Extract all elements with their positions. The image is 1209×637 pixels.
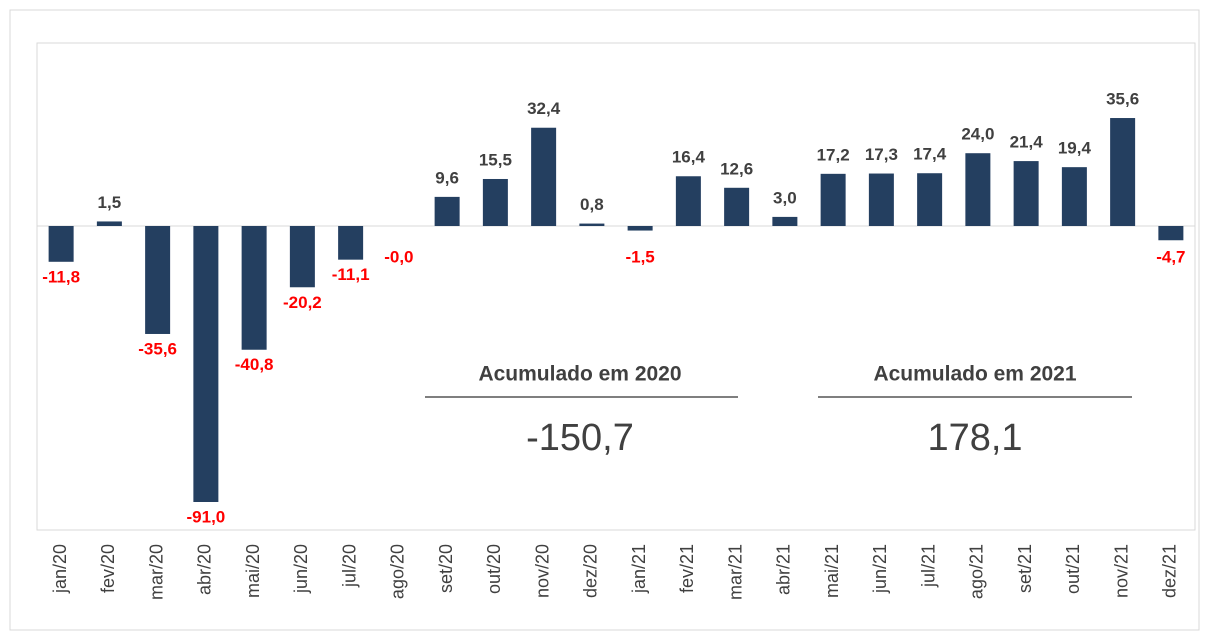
bar (531, 127, 557, 226)
x-tick-label: out/21 (1063, 544, 1083, 594)
value-label: 16,4 (672, 148, 706, 167)
value-label: -91,0 (187, 507, 226, 526)
x-tick-label: mai/21 (822, 544, 842, 598)
x-tick-label: dez/20 (581, 544, 601, 598)
x-tick-label: set/21 (1015, 544, 1035, 593)
annotation-title: Acumulado em 2021 (873, 363, 1076, 386)
x-tick-label: nov/20 (532, 544, 552, 598)
x-tick-label: mar/21 (725, 544, 745, 600)
x-tick-label: jan/21 (629, 544, 649, 594)
value-label: -1,5 (625, 247, 654, 266)
bar (675, 176, 701, 226)
value-label: -4,7 (1156, 247, 1185, 266)
x-tick-label: nov/21 (1111, 544, 1131, 598)
bar (1110, 118, 1136, 226)
bar (48, 226, 74, 262)
bar (772, 216, 798, 226)
bar (579, 223, 605, 226)
plot-area (36, 42, 1196, 531)
value-label: 17,3 (865, 145, 898, 164)
value-label: 0,8 (580, 195, 604, 214)
bar (1013, 161, 1039, 226)
value-label: 35,6 (1106, 90, 1139, 109)
value-label: 17,2 (817, 145, 850, 164)
bar (96, 221, 122, 226)
bar (145, 226, 171, 334)
x-tick-label: fev/21 (677, 544, 697, 593)
value-label: 24,0 (961, 125, 994, 144)
bar (820, 173, 846, 226)
value-label: 12,6 (720, 159, 753, 178)
annotation-value: 178,1 (927, 417, 1022, 459)
bar (1061, 167, 1087, 226)
x-tick-label: jul/21 (918, 544, 938, 588)
bar (917, 173, 943, 226)
value-label: 17,4 (913, 145, 947, 164)
x-tick-label: fev/20 (98, 544, 118, 593)
bar (965, 153, 991, 226)
value-label: 3,0 (773, 188, 797, 207)
x-tick-label: set/20 (436, 544, 456, 593)
x-tick-label: abr/21 (774, 544, 794, 595)
annotation-value: -150,7 (526, 417, 634, 459)
bar (193, 226, 219, 502)
value-label: 19,4 (1058, 139, 1092, 158)
bar (338, 226, 364, 260)
x-tick-label: out/20 (484, 544, 504, 594)
bar (627, 226, 653, 231)
x-tick-label: abr/20 (195, 544, 215, 595)
value-label: -0,0 (384, 247, 413, 266)
bar (1158, 226, 1184, 241)
annotation-title: Acumulado em 2020 (478, 363, 681, 386)
x-tick-label: ago/20 (388, 544, 408, 599)
value-label: -11,1 (332, 265, 370, 284)
value-label: 21,4 (1010, 133, 1044, 152)
value-label: -35,6 (138, 339, 177, 358)
x-tick-label: mai/20 (243, 544, 263, 598)
bar (868, 173, 894, 226)
bar (241, 226, 267, 350)
value-label: 1,5 (98, 193, 122, 212)
bar (434, 196, 460, 226)
x-tick-label: mar/20 (146, 544, 166, 600)
x-tick-label: jan/20 (50, 544, 70, 594)
x-tick-label: ago/21 (967, 544, 987, 599)
x-tick-label: jun/20 (291, 544, 311, 594)
x-tick-label: jun/21 (870, 544, 890, 594)
x-tick-label: jul/20 (339, 544, 359, 588)
x-tick-label: dez/21 (1160, 544, 1180, 598)
bar (724, 187, 750, 226)
bar (289, 226, 315, 288)
value-label: -40,8 (235, 355, 274, 374)
value-label: 32,4 (527, 99, 561, 118)
value-label: 15,5 (479, 150, 512, 169)
bar (482, 178, 508, 226)
value-label: -20,2 (283, 293, 322, 312)
value-label: -11,8 (42, 267, 80, 286)
value-label: 9,6 (435, 168, 459, 187)
frame (9, 9, 1200, 631)
